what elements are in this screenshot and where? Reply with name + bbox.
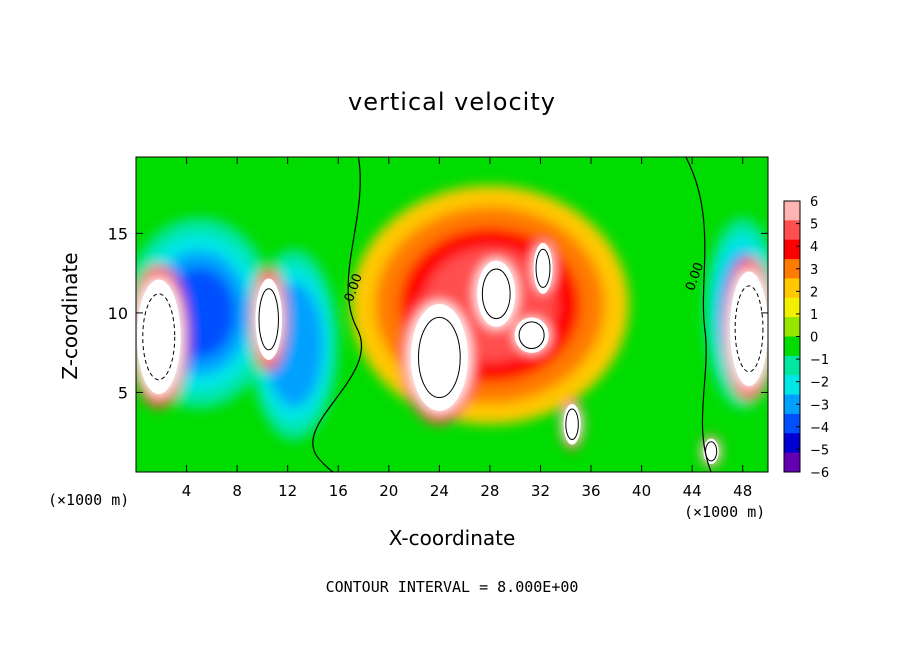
core-contour — [258, 288, 279, 351]
colorbar-swatch — [784, 239, 800, 260]
updraft-core — [410, 304, 468, 411]
chart-title: vertical velocity — [348, 88, 556, 116]
colorbar-swatch — [784, 297, 800, 318]
core-contour — [518, 321, 545, 350]
colorbar-swatch — [784, 355, 800, 376]
x-tick-label: 12 — [278, 482, 297, 500]
x-tick-label: 20 — [379, 482, 398, 500]
x-axis: 4 8 12 16 20 24 28 32 36 40 44 48 — [182, 157, 752, 500]
x-tick-label: 4 — [182, 482, 192, 500]
zero-contour-right — [685, 157, 712, 472]
colorbar-swatch — [784, 220, 800, 241]
zero-contour-left — [312, 157, 364, 472]
y-tick-label: 10 — [108, 304, 128, 323]
colorbar-swatch — [784, 317, 800, 337]
colorbar-tick-label: −1 — [810, 353, 829, 368]
y-tick-label: 5 — [118, 383, 128, 402]
colorbar-tick-label: −4 — [810, 421, 829, 436]
x-tick-label: 44 — [683, 482, 702, 500]
x-tick-label: 40 — [632, 482, 651, 500]
x-tick-label: 36 — [581, 482, 600, 500]
updraft-core — [136, 279, 181, 395]
x-tick-label: 8 — [232, 482, 242, 500]
x-unit-label-right: (×1000 m) — [684, 503, 766, 521]
colorbar-swatch — [784, 433, 800, 454]
updraft-core — [255, 278, 282, 360]
core-contour — [535, 248, 551, 288]
colorbar-tick-label: −6 — [810, 466, 829, 481]
y-axis-label: Z-coordinate — [58, 252, 82, 380]
updraft-core — [477, 260, 516, 327]
core-contour — [705, 441, 718, 462]
colorbar-swatch — [784, 336, 800, 357]
x-tick-label: 32 — [531, 482, 550, 500]
colorbar-tick-label: −5 — [810, 443, 829, 458]
x-axis-label: X-coordinate — [388, 526, 516, 550]
colorbar-swatch — [784, 201, 800, 221]
colorbar-swatch — [784, 452, 800, 473]
core-contour — [565, 408, 579, 441]
colorbar-tick-label: 1 — [810, 308, 818, 323]
colorbar-swatch — [784, 375, 800, 396]
field-layer — [136, 185, 768, 468]
colorbar-swatch — [784, 394, 800, 415]
updraft-core — [514, 317, 549, 353]
colorbar-swatch — [784, 278, 800, 299]
colorbar-swatch — [784, 413, 800, 434]
colorbar-tick-label: 2 — [810, 285, 818, 300]
x-tick-label: 28 — [480, 482, 499, 500]
colorbar-tick-label: 4 — [810, 240, 818, 255]
colorbar-tick-label: 0 — [810, 331, 818, 346]
colorbar-swatch — [784, 259, 800, 279]
colorbar-tick-label: −2 — [810, 376, 829, 391]
x-tick-label: 24 — [430, 482, 449, 500]
contour-interval-note: CONTOUR INTERVAL = 8.000E+00 — [325, 578, 579, 596]
colorbar: 6 5 4 3 2 1 0 −1 −2 −3 −4 −5 −6 — [783, 195, 829, 481]
core-contour — [734, 285, 764, 373]
core-contour — [418, 316, 461, 399]
plot-frame — [135, 156, 769, 473]
x-tick-label: 16 — [329, 482, 348, 500]
colorbar-tick-label: 5 — [810, 218, 818, 233]
y-axis: 5 10 15 — [108, 224, 768, 402]
plot-area: 0.00 0.00 — [135, 156, 769, 473]
x-tick-label: 48 — [733, 482, 752, 500]
core-contour — [481, 268, 511, 320]
updraft-core — [730, 271, 768, 387]
x-unit-label-left: (×1000 m) — [48, 491, 130, 509]
y-tick-label: 15 — [108, 224, 128, 243]
colorbar-tick-label: −3 — [810, 398, 829, 413]
colorbar-tick-label: 6 — [810, 195, 818, 210]
colorbar-tick-label: 3 — [810, 263, 818, 278]
